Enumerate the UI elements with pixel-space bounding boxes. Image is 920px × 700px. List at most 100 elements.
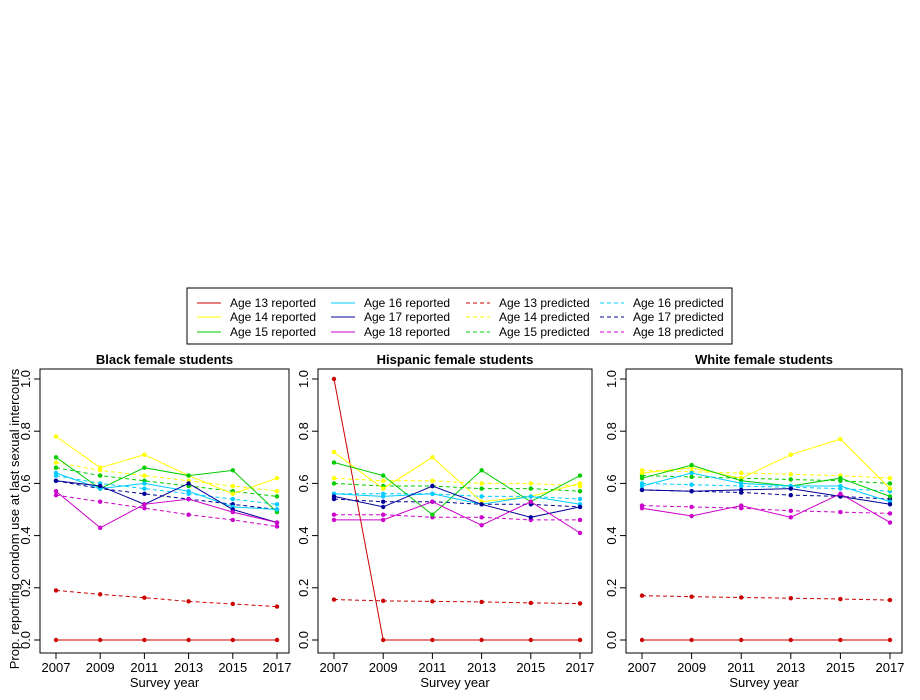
legend-item-age-16-reported: Age 16 reported xyxy=(331,296,450,310)
data-point xyxy=(274,604,280,609)
data-point xyxy=(788,486,793,491)
data-point xyxy=(639,487,645,493)
y-tick-label: 0.2 xyxy=(604,579,619,597)
data-point xyxy=(528,600,533,606)
series-line xyxy=(333,482,581,492)
series-age-14-reported xyxy=(639,436,893,491)
series-age-18-predicted xyxy=(53,492,280,529)
data-point xyxy=(689,504,694,510)
x-tick-label: 2017 xyxy=(566,660,595,675)
data-point xyxy=(788,508,793,514)
data-point xyxy=(887,475,893,481)
series-age-13-predicted xyxy=(639,593,893,603)
data-point xyxy=(98,525,103,530)
series-age-16-reported xyxy=(639,470,893,504)
series-line xyxy=(641,469,891,479)
legend-label: Age 16 reported xyxy=(364,296,450,310)
x-tick-label: 2015 xyxy=(218,660,247,675)
data-point xyxy=(639,505,645,511)
data-point xyxy=(479,486,484,491)
legend-label: Age 13 reported xyxy=(230,296,316,310)
data-point xyxy=(230,517,235,523)
data-point xyxy=(479,481,484,486)
series-line xyxy=(333,498,581,508)
legend-item-age-14-reported: Age 14 reported xyxy=(197,310,316,324)
data-point xyxy=(430,478,435,483)
y-tick-label: 0.0 xyxy=(296,631,311,649)
x-tick-label: 2017 xyxy=(876,660,905,675)
x-axis-label: Survey year xyxy=(130,675,200,690)
x-tick-label: 2009 xyxy=(86,660,115,675)
data-point xyxy=(430,499,435,504)
series-line xyxy=(333,493,581,505)
data-point xyxy=(142,486,147,491)
data-point xyxy=(274,489,280,494)
data-point xyxy=(142,465,147,470)
series-line xyxy=(55,467,278,497)
panel-title: Hispanic female students xyxy=(377,352,534,367)
series-age-14-predicted xyxy=(639,468,893,481)
legend-label: Age 15 reported xyxy=(230,325,316,339)
plot-frame xyxy=(625,368,903,654)
data-point xyxy=(98,637,103,643)
series-line xyxy=(55,472,278,510)
data-point xyxy=(838,637,843,643)
data-point xyxy=(838,483,843,489)
data-point xyxy=(274,494,280,499)
series-age-17-reported xyxy=(331,483,583,520)
data-point xyxy=(142,473,147,478)
series-age-17-predicted xyxy=(53,478,280,512)
data-point xyxy=(142,502,147,507)
series-line xyxy=(641,472,891,503)
chart-panels: Black female students Survey year 2007 2009… xyxy=(18,352,904,690)
series-age-18-reported xyxy=(331,499,583,536)
y-tick-label: 0.2 xyxy=(296,579,311,597)
series-line xyxy=(55,480,278,510)
data-point xyxy=(689,470,694,476)
legend-label: Age 18 predicted xyxy=(633,325,724,339)
data-point xyxy=(689,637,694,643)
data-point xyxy=(53,478,59,483)
data-point xyxy=(430,491,435,497)
data-point xyxy=(142,505,147,511)
data-point xyxy=(53,492,59,498)
series-line xyxy=(333,462,581,516)
data-point xyxy=(274,637,280,643)
data-point xyxy=(430,599,435,604)
data-point xyxy=(887,486,893,491)
data-point xyxy=(689,474,694,480)
data-point xyxy=(381,637,386,643)
data-point xyxy=(331,517,337,523)
y-tick-label: 0.8 xyxy=(296,422,311,440)
data-point xyxy=(430,637,435,643)
x-axis-label: Survey year xyxy=(729,675,799,690)
y-tick-label: 0.0 xyxy=(18,631,33,649)
y-tick-label: 0.6 xyxy=(604,474,619,492)
data-point xyxy=(639,475,645,481)
data-point xyxy=(788,477,793,482)
data-point xyxy=(528,486,533,491)
y-tick-label: 0.8 xyxy=(18,422,33,440)
legend-item-age-17-predicted: Age 17 predicted xyxy=(600,310,724,324)
legend-item-age-15-predicted: Age 15 predicted xyxy=(466,325,590,339)
series-line xyxy=(55,456,278,513)
x-axis-label: Survey year xyxy=(420,675,490,690)
y-tick-label: 0.6 xyxy=(296,474,311,492)
data-point xyxy=(98,499,103,504)
data-point xyxy=(230,601,235,607)
data-point xyxy=(381,504,386,510)
series-line xyxy=(333,599,581,604)
data-point xyxy=(577,504,583,510)
series-age-14-predicted xyxy=(331,475,583,489)
panel-title: White female students xyxy=(695,352,833,367)
data-point xyxy=(739,637,744,643)
data-point xyxy=(186,473,191,478)
y-tick-label: 0.4 xyxy=(604,527,619,545)
data-point xyxy=(838,509,843,515)
data-point xyxy=(577,530,583,536)
data-point xyxy=(528,499,533,504)
data-point xyxy=(887,520,893,525)
legend-item-age-17-reported: Age 17 reported xyxy=(331,310,450,324)
data-point xyxy=(689,513,694,519)
